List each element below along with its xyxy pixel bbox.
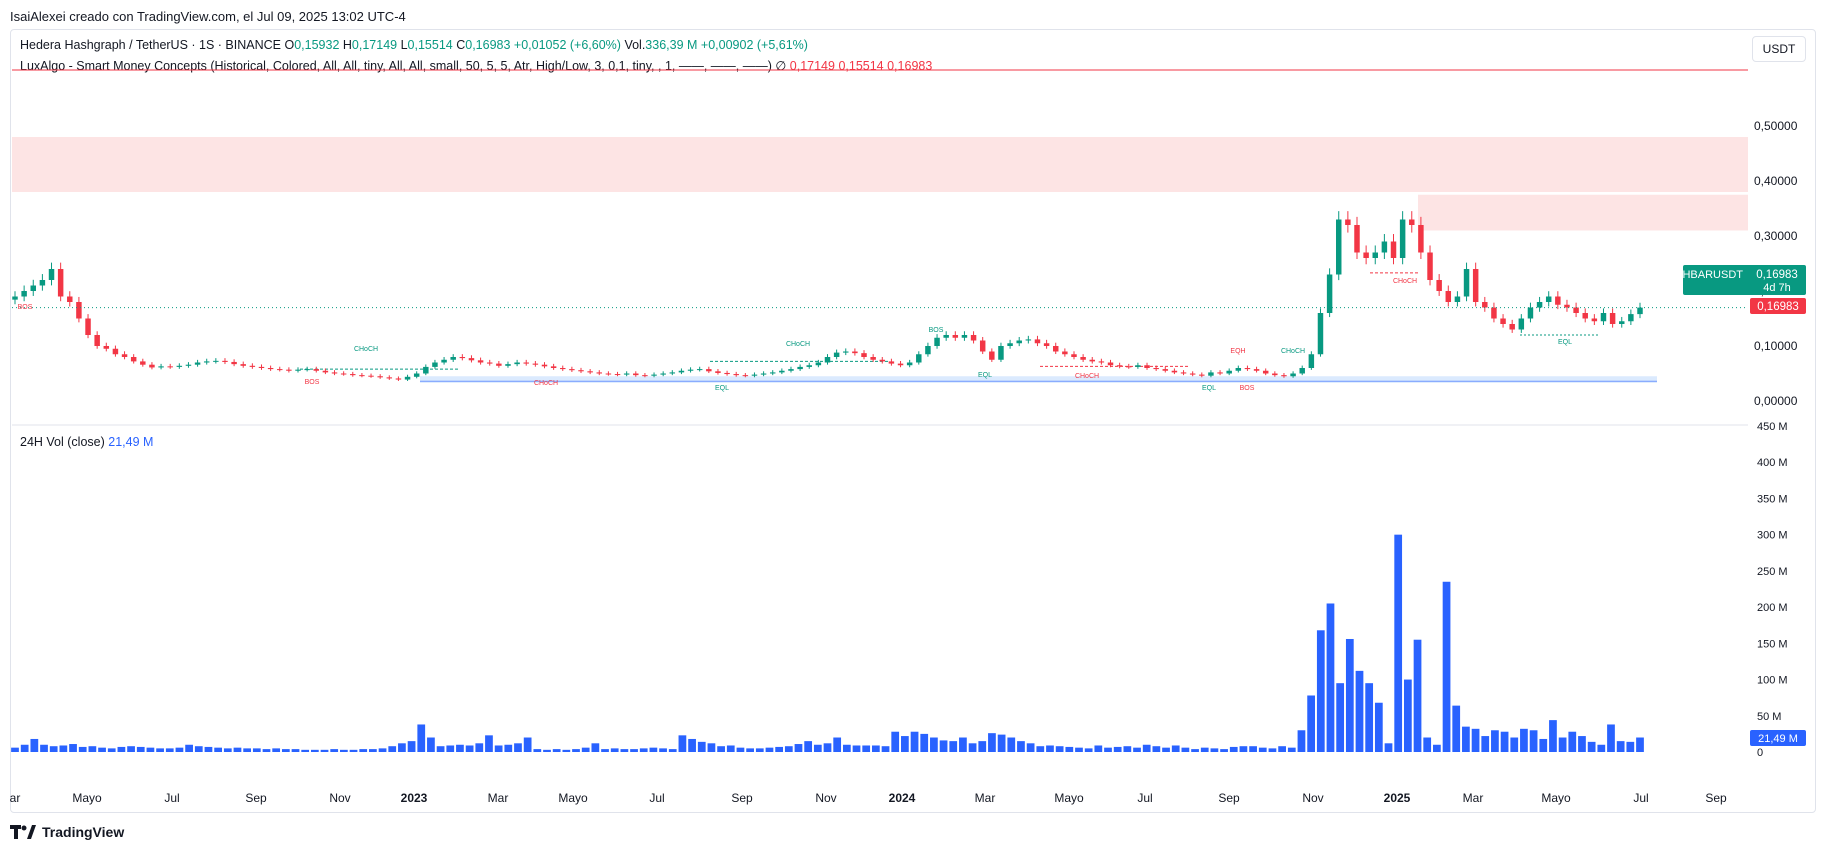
open-value: 0,15932 <box>294 38 340 52</box>
indicator-value-3: 0,16983 <box>887 59 933 73</box>
volume-value: 21,49 M <box>108 435 154 449</box>
tradingview-branding[interactable]: TradingView <box>10 824 124 840</box>
indicator-value-1: 0,17149 <box>789 59 835 73</box>
high-label: H <box>342 38 352 52</box>
symbol-name: Hedera Hashgraph / TetherUS · 1S · BINAN… <box>20 38 281 52</box>
volume-name: 24H Vol (close) <box>20 435 105 449</box>
price-change: +0,01052 (+6,60%) <box>513 38 621 52</box>
volume-legend[interactable]: 24H Vol (close) 21,49 M <box>20 435 153 449</box>
tradingview-logo-icon <box>10 825 36 839</box>
chart-frame <box>10 29 1816 813</box>
currency-button[interactable]: USDT <box>1752 36 1806 62</box>
close-value: 0,16983 <box>465 38 511 52</box>
low-label: L <box>400 38 408 52</box>
indicator-legend[interactable]: LuxAlgo - Smart Money Concepts (Historic… <box>20 58 932 73</box>
low-value: 0,15514 <box>407 38 453 52</box>
vol-change: +0,00902 (+5,61%) <box>700 38 808 52</box>
high-value: 0,17149 <box>351 38 398 52</box>
close-label: C <box>456 38 466 52</box>
vol-label: Vol. <box>624 38 646 52</box>
tradingview-label: TradingView <box>42 824 125 840</box>
chart-attribution: IsaiAlexei creado con TradingView.com, e… <box>10 9 406 24</box>
indicator-value-2: 0,15514 <box>838 59 884 73</box>
indicator-name: LuxAlgo - Smart Money Concepts (Historic… <box>20 59 772 73</box>
vol-value: 336,39 M <box>645 38 698 52</box>
indicator-symbol: ∅ <box>775 59 787 73</box>
symbol-legend[interactable]: Hedera Hashgraph / TetherUS · 1S · BINAN… <box>20 38 808 52</box>
open-label: O <box>284 38 295 52</box>
